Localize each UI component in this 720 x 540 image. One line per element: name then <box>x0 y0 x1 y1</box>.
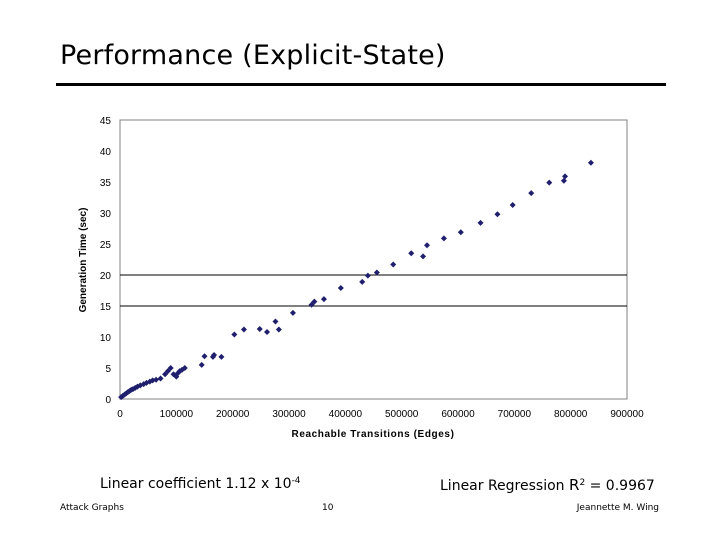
data-point <box>364 272 371 279</box>
x-tick-label: 0 <box>117 409 123 420</box>
data-point <box>457 229 464 236</box>
data-point <box>240 326 247 333</box>
data-point <box>560 177 567 184</box>
data-point <box>211 351 218 358</box>
x-tick-label: 100000 <box>160 409 194 420</box>
slide-title: Performance (Explicit-State) <box>60 40 446 71</box>
linear-regression-caption: Linear Regression R2 = 0.9967 <box>440 476 655 494</box>
x-tick-label: 300000 <box>272 409 306 420</box>
r-squared-value: = 0.9967 <box>585 478 655 494</box>
x-tick-label: 400000 <box>329 409 363 420</box>
x-tick-label: 200000 <box>216 409 250 420</box>
data-point <box>201 353 208 360</box>
data-point <box>231 331 238 338</box>
data-point <box>509 201 516 208</box>
data-point <box>440 235 447 242</box>
data-point <box>587 159 594 166</box>
data-point <box>477 219 484 226</box>
footer-author: Jeannette M. Wing <box>576 503 659 513</box>
data-point <box>157 375 164 382</box>
x-tick-label: 900000 <box>610 409 644 420</box>
x-tick-label: 500000 <box>385 409 419 420</box>
gridlines <box>120 274 627 307</box>
data-points <box>118 159 594 401</box>
data-point <box>256 325 263 332</box>
data-point <box>420 253 427 260</box>
data-point <box>272 318 279 325</box>
data-point <box>390 261 397 268</box>
y-tick-label: 0 <box>105 395 111 406</box>
data-point <box>408 250 415 257</box>
data-point <box>528 190 535 197</box>
y-tick-label: 5 <box>105 364 111 375</box>
data-point <box>198 361 205 368</box>
y-tick-label: 35 <box>100 178 112 189</box>
y-tick-label: 40 <box>100 147 112 158</box>
y-axis-title: Generation Time (sec) <box>78 208 89 313</box>
data-point <box>546 179 553 186</box>
x-tick-label: 600000 <box>441 409 475 420</box>
footer-left: Attack Graphs <box>60 503 124 513</box>
y-tick-labels: 0 5 10 15 20 25 30 35 40 45 <box>100 116 112 406</box>
data-point <box>311 298 318 305</box>
data-point <box>337 285 344 292</box>
data-point <box>373 269 380 276</box>
y-tick-label: 30 <box>100 209 112 220</box>
data-point <box>218 353 225 360</box>
plot-frame <box>119 119 628 400</box>
data-point <box>153 376 160 383</box>
data-point <box>264 329 271 336</box>
linear-coefficient-caption: Linear coefficient 1.12 x 10-4 <box>100 476 301 492</box>
data-point <box>289 309 296 316</box>
plot-frame-group <box>119 119 628 400</box>
y-tick-label: 10 <box>100 333 112 344</box>
data-point <box>359 278 366 285</box>
y-tick-label: 45 <box>100 116 112 127</box>
data-point <box>562 173 569 180</box>
x-tick-label: 700000 <box>498 409 532 420</box>
y-tick-label: 25 <box>100 240 112 251</box>
x-axis-title: Reachable Transitions (Edges) <box>292 429 455 440</box>
linear-regression-text: Linear Regression <box>440 478 569 494</box>
data-point <box>167 365 174 371</box>
page-number: 10 <box>322 503 334 513</box>
data-point <box>494 211 501 218</box>
y-tick-label: 20 <box>100 271 112 282</box>
linear-coefficient-exponent: -4 <box>291 476 301 486</box>
data-point <box>275 326 282 333</box>
x-tick-label: 800000 <box>554 409 588 420</box>
data-point <box>181 365 188 371</box>
r-squared-symbol: R <box>569 476 580 494</box>
r-squared-exponent: 2 <box>579 478 586 488</box>
data-point <box>424 242 431 249</box>
title-underline <box>56 83 666 86</box>
x-tick-labels: 0 100000 200000 300000 400000 500000 600000 700… <box>117 409 644 420</box>
linear-coefficient-text: Linear coefficient 1.12 x 10 <box>100 476 292 492</box>
data-point <box>320 296 327 303</box>
y-tick-label: 15 <box>100 302 112 313</box>
